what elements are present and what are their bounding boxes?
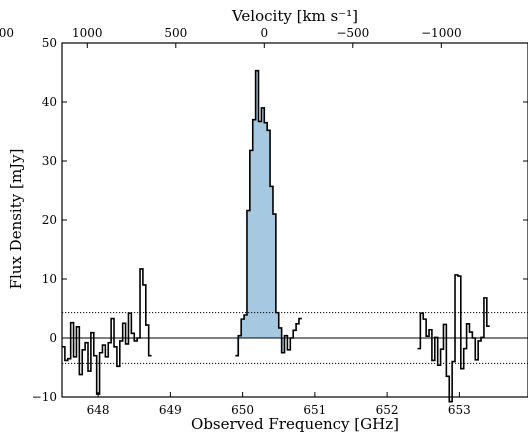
top-tick-label: 1500 <box>0 26 14 40</box>
spectrum-step-line-0 <box>62 268 152 395</box>
spectrum-series <box>62 69 490 403</box>
x-tick-label: 651 <box>303 403 326 417</box>
y-tick-label: 50 <box>42 36 57 50</box>
y-tick-label: 40 <box>42 95 57 109</box>
x-tick-label: 652 <box>376 403 399 417</box>
shaded-line-region <box>236 70 285 356</box>
y-tick-label: 30 <box>42 154 57 168</box>
y-tick-label: 0 <box>49 331 57 345</box>
shaded-flux-area <box>236 70 285 356</box>
top-tick-label: 0 <box>260 26 268 40</box>
plot-frame <box>61 42 528 398</box>
spectrum-step-line-1 <box>235 69 302 357</box>
y-tick-label: 20 <box>42 213 57 227</box>
top-tick-label: −500 <box>336 26 369 40</box>
x-tick-label: 653 <box>448 403 471 417</box>
x-tick-label: 650 <box>231 403 254 417</box>
top-axis-title: Velocity [km s⁻¹] <box>231 7 358 25</box>
y-tick-label: −10 <box>32 390 57 404</box>
axes-frame <box>61 42 528 398</box>
top-ticks: −1000 −500 0 500 1000 1500 <box>0 26 462 48</box>
top-tick-label: 500 <box>164 26 187 40</box>
x-axis-title: Observed Frequency [GHz] <box>191 415 399 432</box>
top-tick-label: 1000 <box>72 26 103 40</box>
spectrum-step-line-2 <box>417 274 490 403</box>
y-ticks: −10 0 10 20 30 40 50 <box>32 36 528 404</box>
y-tick-label: 10 <box>42 272 57 286</box>
x-tick-label: 648 <box>87 403 110 417</box>
y-axis-title: Flux Density [mJy] <box>7 149 25 290</box>
top-tick-label: −1000 <box>421 26 462 40</box>
x-ticks: 648 649 650 651 652 653 <box>87 392 471 417</box>
x-tick-label: 649 <box>159 403 182 417</box>
